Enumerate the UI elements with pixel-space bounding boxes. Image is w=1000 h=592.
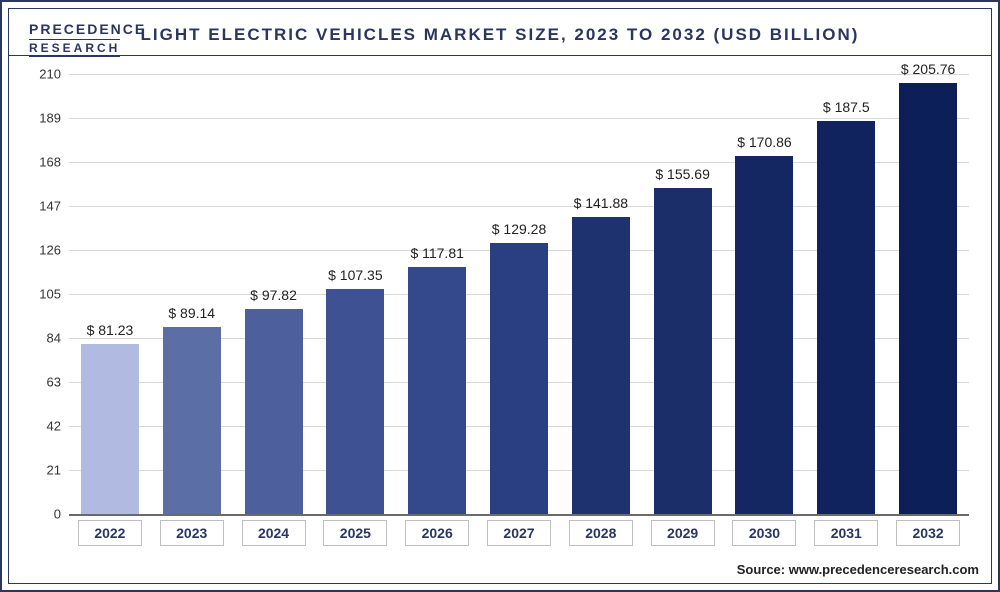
y-tick-label: 210 [21,67,61,82]
bar-slot [642,188,724,514]
bar [326,289,384,514]
bar [654,188,712,514]
x-category-label: 2027 [487,520,551,546]
bar-slot [724,156,806,514]
x-category-label: 2025 [323,520,387,546]
bar-slot [233,309,315,514]
source-label: Source: www.precedenceresearch.com [737,562,979,577]
x-category-label: 2030 [732,520,796,546]
logo: PRECEDENCE RESEARCH [29,21,146,57]
bar-chart: 021426384105126147168189210$ 81.232022$ … [69,74,969,514]
logo-line1: PRECEDENCE [29,21,146,37]
bar-slot [314,289,396,514]
logo-line2: RESEARCH [29,39,120,57]
x-category-label: 2024 [242,520,306,546]
bar-slot [69,344,151,514]
bar [81,344,139,514]
y-tick-label: 189 [21,111,61,126]
bar [572,217,630,514]
outer-frame: PRECEDENCE RESEARCH LIGHT ELECTRIC VEHIC… [0,0,1000,592]
gridline [69,118,969,119]
bar-slot [478,243,560,514]
y-tick-label: 168 [21,155,61,170]
x-category-label: 2023 [160,520,224,546]
x-category-label: 2032 [896,520,960,546]
gridline [69,74,969,75]
y-tick-label: 126 [21,243,61,258]
y-tick-label: 42 [21,419,61,434]
bar [408,267,466,514]
x-category-label: 2026 [405,520,469,546]
bar [245,309,303,514]
y-tick-label: 63 [21,375,61,390]
bar-slot [805,121,887,514]
bar [163,327,221,514]
x-category-label: 2022 [78,520,142,546]
y-tick-label: 105 [21,287,61,302]
chart-title: LIGHT ELECTRIC VEHICLES MARKET SIZE, 202… [9,25,991,56]
x-axis [69,514,969,516]
y-tick-label: 0 [21,507,61,522]
y-tick-label: 147 [21,199,61,214]
bar [899,83,957,514]
bar-slot [560,217,642,514]
inner-frame: PRECEDENCE RESEARCH LIGHT ELECTRIC VEHIC… [8,8,992,584]
x-category-label: 2029 [651,520,715,546]
bar-slot [151,327,233,514]
bar [817,121,875,514]
bar-slot [396,267,478,514]
x-category-label: 2031 [814,520,878,546]
y-tick-label: 21 [21,463,61,478]
bar [735,156,793,514]
bar [490,243,548,514]
bar-value-label: $ 205.76 [868,61,988,77]
bar-slot [887,83,969,514]
x-category-label: 2028 [569,520,633,546]
